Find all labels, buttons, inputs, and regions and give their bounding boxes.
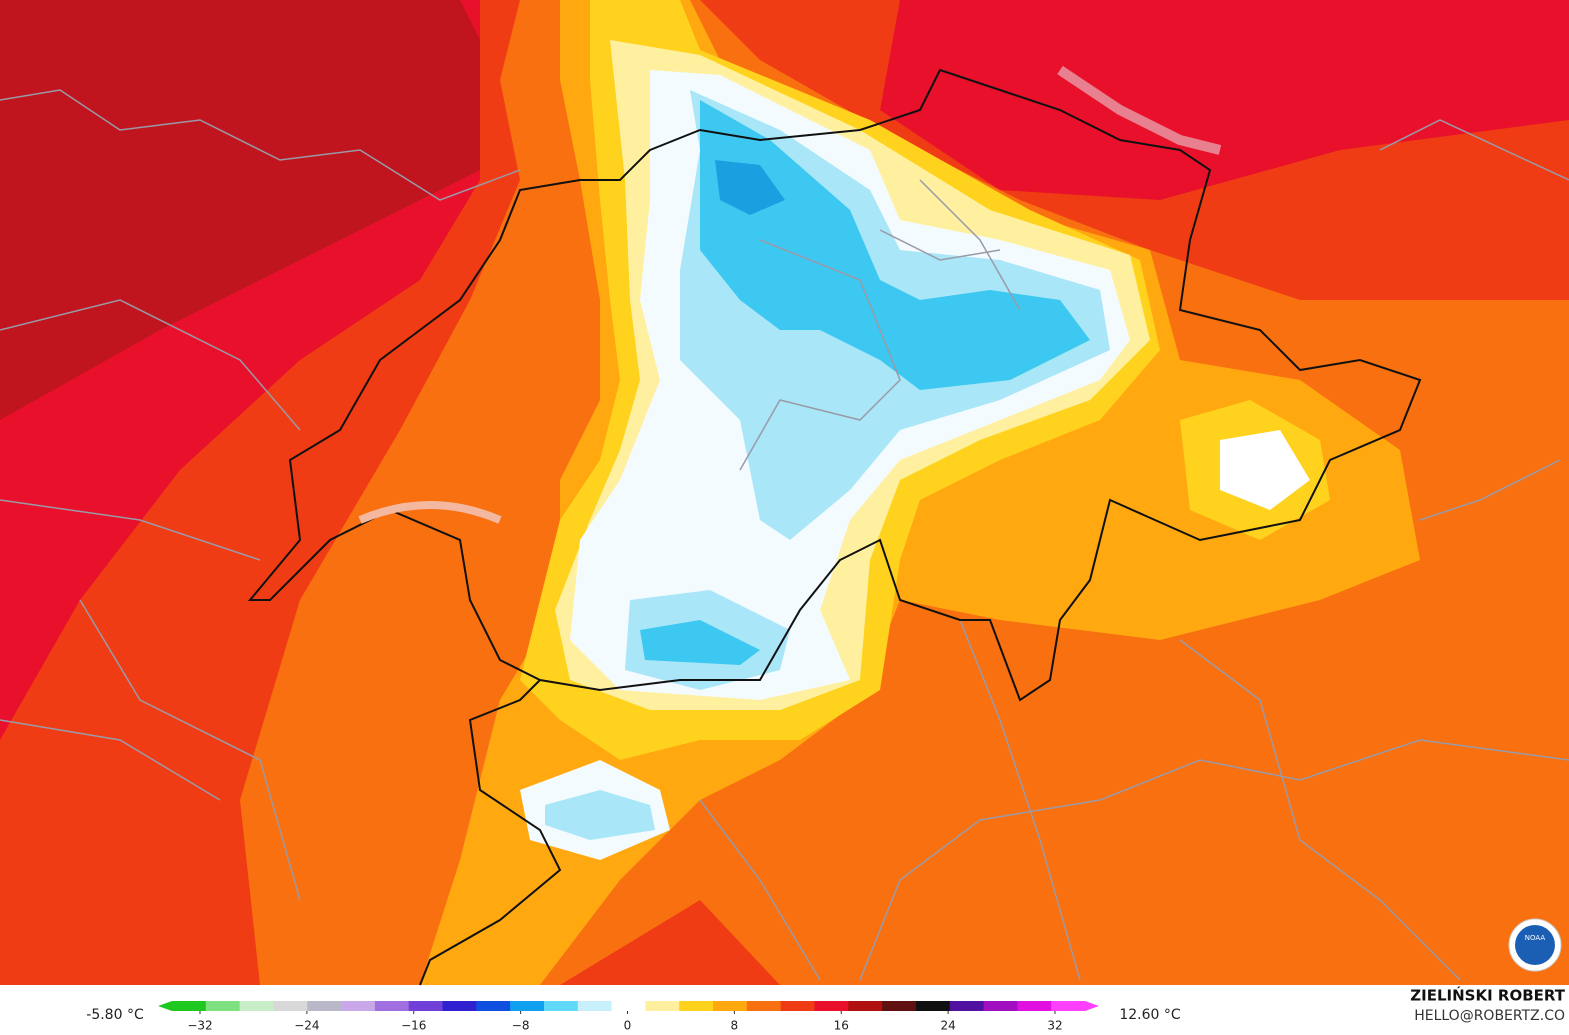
colorbar-segment xyxy=(814,1001,849,1011)
colorbar-tick-label: −32 xyxy=(187,1019,212,1033)
colorbar-tick-label: −24 xyxy=(294,1019,319,1033)
colorbar-segment xyxy=(577,1001,613,1011)
logo-text: NOAA xyxy=(1525,934,1546,942)
colorbar-segment xyxy=(780,1001,815,1011)
colorbar-segment xyxy=(713,1001,748,1011)
colorbar-segment xyxy=(645,1001,680,1011)
temperature-map xyxy=(0,0,1569,986)
colorbar-tick-label: 24 xyxy=(940,1019,955,1033)
colorbar-segment xyxy=(915,1001,951,1011)
colorbar-segment xyxy=(205,1001,241,1011)
colorbar-segment xyxy=(239,1001,274,1011)
colorbar-segment xyxy=(510,1001,545,1011)
colorbar-segment xyxy=(543,1001,579,1011)
colorbar-tick-label: 16 xyxy=(834,1019,849,1033)
min-label: -5.80 °C xyxy=(86,1007,144,1023)
credit-name: ZIELIŃSKI ROBERT xyxy=(1410,986,1565,1005)
noaa-logo: NOAA xyxy=(1508,918,1562,972)
colorbar-segment xyxy=(1017,1001,1052,1011)
colorbar-segment xyxy=(408,1001,444,1011)
colorbar-segment xyxy=(476,1001,511,1011)
colorbar-tick-label: −16 xyxy=(401,1019,426,1033)
colorbar-segment xyxy=(949,1001,985,1011)
colorbar-segment xyxy=(679,1001,714,1011)
colorbar-segment xyxy=(1051,1001,1086,1011)
colorbar-segment xyxy=(307,1001,342,1011)
colorbar-segment xyxy=(882,1001,917,1011)
colorbar-segment xyxy=(374,1001,410,1011)
colorbar-segment xyxy=(341,1001,376,1011)
max-label: 12.60 °C xyxy=(1119,1007,1181,1023)
colorbar-segment xyxy=(746,1001,782,1011)
colorbar-tick-label: −8 xyxy=(512,1019,530,1033)
colorbar-tick-label: 32 xyxy=(1047,1019,1062,1033)
colorbar-segment xyxy=(848,1001,883,1011)
colorbar-segment xyxy=(442,1001,477,1011)
colorbar-segment xyxy=(983,1001,1018,1011)
colorbar-end xyxy=(158,1001,172,1011)
colorbar-end xyxy=(1085,1001,1099,1011)
colorbar: −32 −24 −16 −8 0 8 16 24 32 xyxy=(158,1001,1099,1033)
colorbar-segment xyxy=(273,1001,308,1011)
colorbar-tick-label: 0 xyxy=(624,1019,632,1033)
colorbar-segment xyxy=(172,1001,207,1011)
credit-contact: HELLO@ROBERTZ.CO xyxy=(1414,1008,1565,1024)
colorbar-tick-label: 8 xyxy=(731,1019,739,1033)
colorbar-segment xyxy=(611,1001,646,1011)
